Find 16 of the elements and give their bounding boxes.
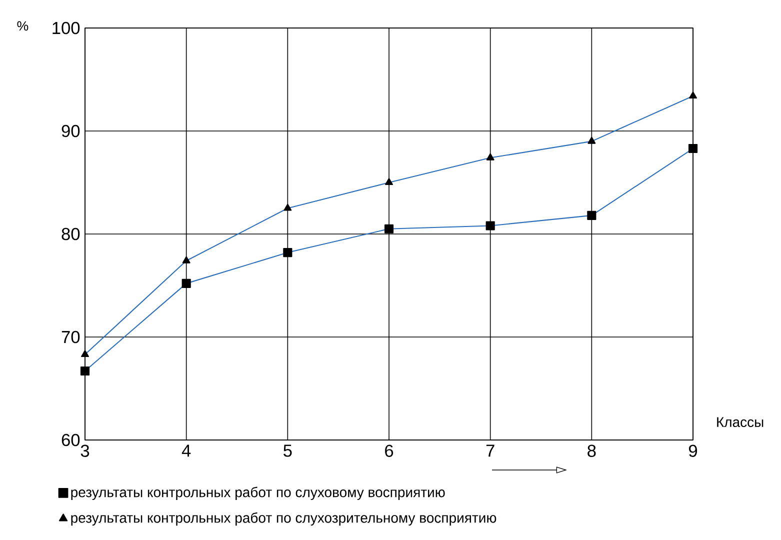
x-tick-label: 5 <box>284 444 292 457</box>
legend-label: результаты контрольных работ по слухозрительному восприятию <box>71 512 496 526</box>
x-tick-label: 9 <box>688 444 698 457</box>
y-tick-label: 80 <box>62 228 80 240</box>
y-tick-label: 90 <box>62 124 80 138</box>
y-tick-label: 100 <box>52 22 80 34</box>
x-tick-label: 6 <box>385 444 394 457</box>
x-tick-label: 3 <box>80 444 90 457</box>
x-tick-label: 7 <box>486 444 494 457</box>
y-axis-title: % <box>17 21 28 31</box>
y-tick-label: 70 <box>62 330 80 344</box>
x-tick-label: 4 <box>182 444 191 457</box>
x-tick-label: 8 <box>588 444 596 457</box>
x-axis-title: Классы <box>717 417 764 428</box>
legend-label: результаты контрольных работ по слуховому восприятию <box>71 486 445 500</box>
y-tick-label: 60 <box>62 434 80 446</box>
